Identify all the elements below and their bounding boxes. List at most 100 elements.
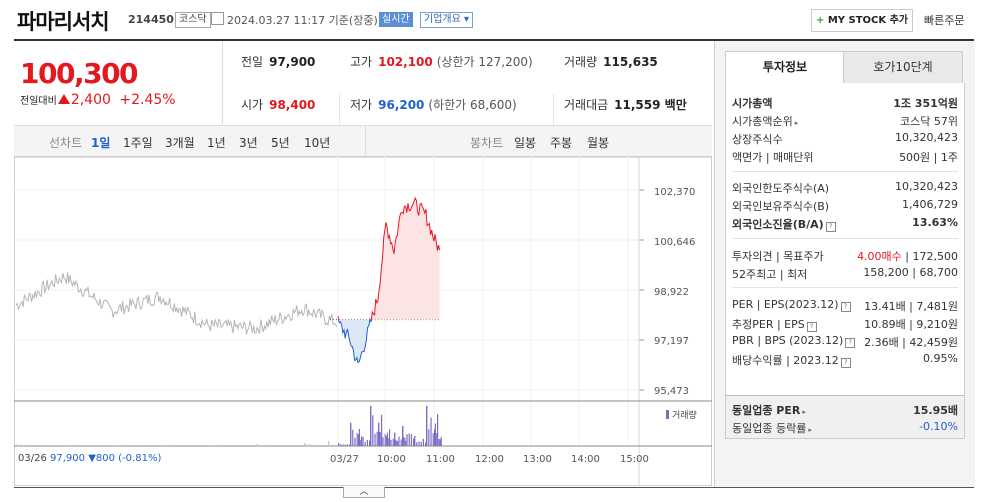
- volume-bar: [22, 445, 24, 446]
- x-tick-label: 12:00: [475, 454, 504, 465]
- period-10y[interactable]: 10년: [304, 136, 331, 150]
- volume-bar: [171, 445, 173, 446]
- row-value: 1조 351억원: [893, 95, 958, 111]
- prev-day-change: ▼800: [88, 453, 115, 464]
- volume-bar: [384, 434, 386, 446]
- collapse-chevron-up-icon[interactable]: ︿: [343, 487, 385, 498]
- prev-close-value: 97,900: [269, 55, 316, 69]
- volume-bar: [64, 445, 66, 446]
- help-icon[interactable]: ?: [840, 302, 851, 312]
- volume-legend-swatch: [666, 410, 669, 419]
- volume-bar: [216, 445, 218, 446]
- volume-bar: [264, 444, 266, 446]
- sector-info: 동일업종 PER ▸ 15.95배 동일업종 등락률 ▸ -0.10%: [725, 395, 965, 439]
- volume-bar: [416, 442, 418, 446]
- info-row-cap-rank[interactable]: 시가총액순위 ▸ 코스닥 57위: [732, 113, 958, 131]
- prev-close: 전일 97,900: [241, 53, 315, 70]
- volume-bar: [123, 445, 125, 446]
- upper-limit: (상한가 127,200): [436, 55, 533, 69]
- dividend-value: 0.95%: [923, 352, 958, 365]
- info-row-foreign-ratio: 외국인소진율(B/A)? 13.63%: [732, 216, 958, 234]
- info-row-sector-per[interactable]: 동일업종 PER ▸ 15.95배: [732, 402, 958, 420]
- row-label: 외국인소진율(B/A)?: [732, 216, 836, 232]
- realtime-badge[interactable]: 실시간: [379, 12, 413, 27]
- volume-bar: [380, 432, 382, 446]
- volume-bar: [18, 445, 20, 446]
- row-label: 시가총액순위 ▸: [732, 113, 798, 129]
- candle-daily[interactable]: 일봉: [514, 136, 537, 150]
- period-1w[interactable]: 1주일: [123, 136, 153, 150]
- change-amount: 2,400: [70, 92, 111, 108]
- info-row-opinion: 투자의견 | 목표주가 4.00매수 | 172,500: [732, 248, 958, 266]
- add-mystock-label: MY STOCK 추가: [827, 15, 909, 26]
- low-value: 96,200: [378, 98, 425, 112]
- quick-order-link[interactable]: 빠른주문: [924, 14, 965, 27]
- sector-change-label: 동일업종 등락률: [732, 422, 807, 435]
- chart-period-bar: 선차트 1일 1주일 3개월 1년 3년 5년 10년 봉차트 일봉 주봉 월봉: [14, 125, 712, 158]
- company-overview-dropdown[interactable]: 기업개요 ▾: [420, 12, 473, 28]
- volume-bar: [72, 445, 74, 446]
- pbr-bps-label: PBR | BPS (2023.12): [732, 334, 844, 347]
- period-1y[interactable]: 1년: [207, 136, 226, 150]
- help-icon[interactable]: ?: [840, 358, 851, 368]
- candle-monthly[interactable]: 월봉: [587, 136, 610, 150]
- period-1d[interactable]: 1일: [91, 136, 111, 150]
- invest-info-table: 시가총액 1조 351억원 시가총액순위 ▸ 코스닥 57위 상장주식수 10,320,…: [725, 83, 965, 439]
- info-row-par-value: 액면가 | 매매단위 500원 | 1주: [732, 149, 958, 167]
- volume-bar: [397, 441, 399, 446]
- row-label: 배당수익률 | 2023.12?: [732, 352, 851, 368]
- volume-bar: [428, 429, 430, 446]
- open-label: 시가: [241, 98, 264, 112]
- y-tick-label: 95,473: [654, 386, 689, 397]
- low-label: 저가: [350, 98, 373, 112]
- period-5y[interactable]: 5년: [271, 136, 290, 150]
- period-3y[interactable]: 3년: [239, 136, 258, 150]
- volume-bar: [256, 444, 258, 446]
- volume-legend: 거래량: [666, 408, 697, 421]
- par-value: 500원 | 1주: [899, 151, 958, 164]
- volume-bar: [426, 406, 428, 446]
- help-icon[interactable]: ?: [845, 338, 856, 348]
- volume-bar: [260, 445, 262, 446]
- help-icon[interactable]: ?: [825, 222, 836, 232]
- calendar-icon: [211, 12, 224, 25]
- help-icon[interactable]: ?: [806, 322, 817, 332]
- market-cap-label: 시가총액: [732, 97, 773, 110]
- stock-code: 214450: [128, 13, 174, 26]
- volume-bar: [382, 437, 384, 446]
- period-3m[interactable]: 3개월: [165, 136, 195, 150]
- volume-bar: [369, 440, 371, 446]
- candle-weekly[interactable]: 주봉: [550, 136, 573, 150]
- divider: [365, 126, 366, 157]
- volume-bar: [212, 445, 214, 446]
- info-row-sector-change[interactable]: 동일업종 등락률 ▸ -0.10%: [732, 420, 958, 438]
- volume-bar: [120, 445, 122, 446]
- volume-bar: [350, 422, 352, 446]
- volume-bar: [420, 441, 422, 446]
- tab-orderbook-10[interactable]: 호가10단계: [843, 51, 963, 84]
- volume-bar: [24, 444, 26, 446]
- volume-bar: [308, 444, 310, 446]
- sector-per-label: 동일업종 PER: [732, 404, 801, 417]
- volume-bar: [75, 445, 77, 446]
- today-line-up: [337, 196, 441, 320]
- today-line-down: [338, 319, 372, 364]
- volume-bar: [370, 406, 372, 446]
- volume-bar: [374, 433, 376, 446]
- volume-bar: [439, 439, 441, 446]
- volume-bar: [210, 445, 212, 446]
- y-tick-label: 97,197: [654, 336, 689, 347]
- volume-bar: [310, 444, 312, 446]
- shares-label: 상장주식수: [732, 133, 783, 146]
- cap-rank-value: 코스닥 57위: [900, 115, 958, 128]
- change-label: 전일대비: [20, 96, 57, 107]
- row-value: 15.95배: [913, 402, 958, 418]
- volume-bar: [262, 445, 264, 446]
- add-mystock-button[interactable]: + MY STOCK 추가: [811, 9, 913, 32]
- tab-invest-info[interactable]: 투자정보: [725, 51, 845, 83]
- intraday-chart[interactable]: 102,370 100,646 98,922 97,197 95,473 거래량…: [14, 156, 712, 486]
- x-tick-label: 11:00: [426, 454, 455, 465]
- target-price-value: 172,500: [912, 250, 959, 263]
- volume-bar: [304, 443, 306, 446]
- x-tick-label: 10:00: [377, 454, 406, 465]
